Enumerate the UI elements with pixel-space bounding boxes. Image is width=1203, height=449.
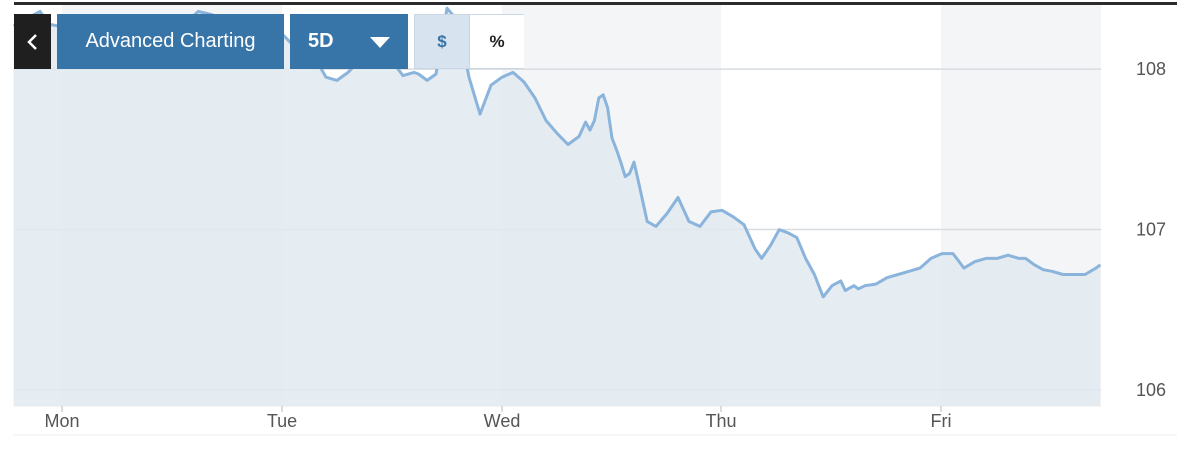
- range-label: 5D: [308, 30, 334, 52]
- x-tick-label: Wed: [484, 411, 521, 431]
- x-tick-label: Fri: [931, 411, 952, 431]
- x-axis: Mon Tue Wed Thu Fri: [44, 406, 952, 431]
- price-area: [13, 8, 1101, 406]
- x-tick-label: Tue: [267, 411, 297, 431]
- range-dropdown[interactable]: 5D: [290, 14, 408, 69]
- currency-toggle[interactable]: $: [415, 15, 470, 68]
- caret-down-icon: [370, 37, 390, 48]
- back-button[interactable]: [14, 14, 51, 69]
- y-tick-label: 107: [1136, 220, 1166, 240]
- advanced-charting-label: Advanced Charting: [85, 30, 256, 52]
- advanced-charting-button[interactable]: Advanced Charting: [57, 14, 284, 69]
- y-tick-label: 108: [1136, 59, 1166, 79]
- percent-toggle[interactable]: %: [470, 15, 524, 68]
- top-rule: [14, 2, 1177, 5]
- y-axis: 106 107 108: [1136, 59, 1166, 400]
- y-tick-label: 106: [1136, 380, 1166, 400]
- value-mode-toggle: $ %: [414, 14, 524, 69]
- x-tick-label: Thu: [705, 411, 736, 431]
- x-tick-label: Mon: [44, 411, 79, 431]
- chevron-left-icon: [26, 33, 37, 50]
